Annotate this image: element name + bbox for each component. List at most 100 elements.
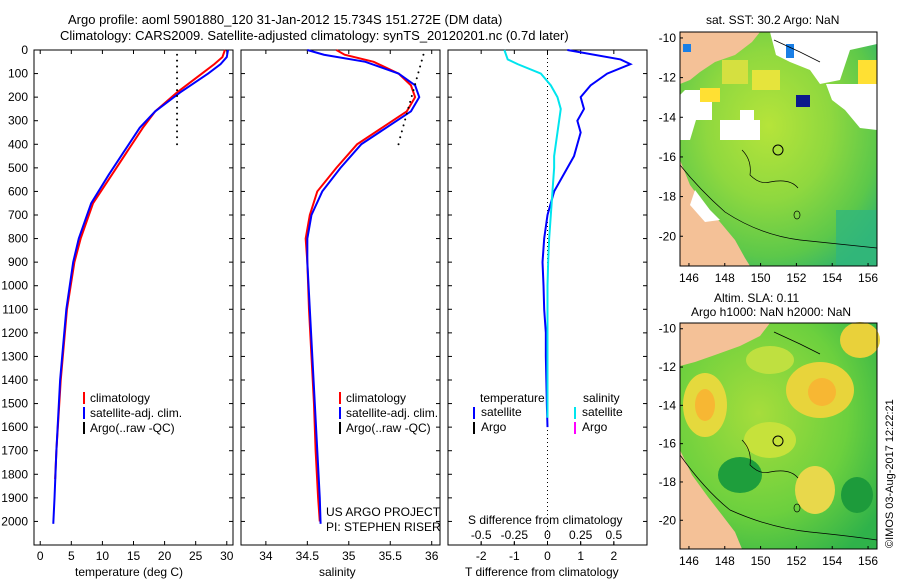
depth-tick-label: 1200 [1, 326, 28, 340]
depth-tick-label: 0 [21, 43, 28, 57]
argo-point [412, 89, 415, 92]
argo-point [419, 65, 422, 68]
argo-point [176, 112, 179, 115]
depth-tick-label: 1900 [1, 491, 28, 505]
map-lat-label: -12 [659, 360, 677, 374]
difference-xlabel-bottom: T difference from climatology [465, 565, 619, 579]
argo-point [176, 65, 179, 68]
map-lon-label: 148 [715, 554, 735, 568]
salinity-xlabel: salinity [319, 565, 356, 579]
map-lon-label: 152 [786, 271, 806, 285]
sst-map [679, 31, 878, 267]
argo-point [176, 53, 179, 56]
sla-map [679, 322, 880, 550]
sst-argo-marker [772, 144, 784, 156]
salinity-tick-label: 34.5 [296, 549, 320, 563]
argo-point [414, 83, 417, 86]
argo-point [420, 59, 423, 62]
temperature-tick-label: 30 [220, 549, 234, 563]
map1-title: sat. SST: 30.2 Argo: NaN [706, 13, 839, 27]
temp-legend-satellite: satellite-adj. clim. [90, 406, 182, 420]
depth-tick-label: 400 [8, 137, 28, 151]
temp-legend-argo: Argo(..raw -QC) [90, 421, 175, 435]
map-lon-label: 156 [858, 554, 878, 568]
depth-tick-label: 800 [8, 232, 28, 246]
depth-tick-label: 2000 [1, 514, 28, 528]
map-lon-label: 156 [858, 271, 878, 285]
diff-legend-sal-argo: Argo [582, 420, 608, 434]
argo-point [407, 106, 410, 109]
argo-point [405, 112, 408, 115]
argo-point [176, 59, 179, 62]
salinity-panel-frame [240, 49, 441, 546]
depth-tick-label: 700 [8, 208, 28, 222]
series-line [52, 49, 230, 524]
argo-point [176, 124, 179, 127]
argo-point [176, 136, 179, 139]
argo-point [397, 143, 400, 146]
tdiff-tick-label: 2 [610, 549, 617, 563]
difference-xlabel-top: S difference from climatology [468, 513, 623, 527]
depth-tick-label: 500 [8, 161, 28, 175]
depth-tick-label: 1500 [1, 397, 28, 411]
sal-legend-argo: Argo(..raw -QC) [346, 421, 431, 435]
map-lat-label: -10 [659, 322, 677, 336]
argo-point [176, 71, 179, 74]
depth-tick-label: 100 [8, 67, 28, 81]
map2-title-line2: Argo h1000: NaN h2000: NaN [691, 305, 851, 319]
tdiff-tick-label: 1 [577, 549, 584, 563]
diff-legend-sal-satellite: satellite [582, 405, 623, 419]
depth-tick-label: 300 [8, 114, 28, 128]
diff-legend-temperature-title: temperature [480, 391, 545, 405]
argo-point [176, 83, 179, 86]
map-lat-label: -12 [659, 71, 677, 85]
depth-tick-label: 900 [8, 255, 28, 269]
credit-label: ©IMOS 03-Aug-2017 12:22:21 [884, 399, 896, 548]
argo-point [415, 77, 418, 80]
depth-tick-label: 1800 [1, 467, 28, 481]
sdiff-tick-label: 0.25 [569, 528, 593, 542]
map-lon-label: 148 [715, 271, 735, 285]
map-lat-label: -20 [659, 513, 677, 527]
diff-legend-temp-satellite: satellite [481, 405, 522, 419]
sla-argo-marker [772, 435, 784, 447]
map-lat-label: -14 [659, 398, 677, 412]
argo-point [176, 106, 179, 109]
temp-legend-climatology: climatology [90, 391, 150, 405]
tdiff-tick-label: 0 [544, 549, 551, 563]
argo-point [402, 124, 405, 127]
series-line [541, 49, 633, 428]
argo-point [422, 53, 425, 56]
sal-legend-satellite: satellite-adj. clim. [346, 406, 438, 420]
diff-legend-salinity-title: salinity [583, 391, 620, 405]
sst-land-australia [680, 160, 750, 266]
depth-tick-label: 1300 [1, 349, 28, 363]
depth-tick-label: 1100 [2, 302, 28, 316]
argo-point [409, 100, 412, 103]
argo-point [176, 118, 179, 121]
map-lat-label: -14 [659, 110, 677, 124]
pi-label: PI: STEPHEN RISER [326, 520, 441, 534]
argo-point [176, 89, 179, 92]
temperature-tick-label: 20 [158, 549, 172, 563]
map-lat-label: -20 [659, 229, 677, 243]
depth-tick-label: 1400 [1, 373, 28, 387]
argo-point [176, 130, 179, 133]
depth-tick-label: 1600 [1, 420, 28, 434]
map-lon-label: 152 [786, 554, 806, 568]
argo-point [410, 94, 413, 97]
map-lat-label: -18 [659, 475, 677, 489]
temperature-tick-label: 10 [96, 549, 110, 563]
sal-legend-climatology: climatology [346, 391, 406, 405]
salinity-tick-label: 34 [259, 549, 273, 563]
figure-title-line1: Argo profile: aoml 5901880_120 31-Jan-20… [68, 12, 503, 27]
map-lat-label: -18 [659, 190, 677, 204]
sdiff-tick-label: -0.5 [471, 528, 492, 542]
salinity-legend: climatology satellite-adj. clim. Argo(..… [339, 391, 438, 435]
argo-point [404, 118, 407, 121]
map-lon-label: 150 [751, 271, 771, 285]
map-lon-label: 146 [679, 271, 699, 285]
map-lon-label: 154 [822, 554, 842, 568]
argo-point [400, 130, 403, 133]
